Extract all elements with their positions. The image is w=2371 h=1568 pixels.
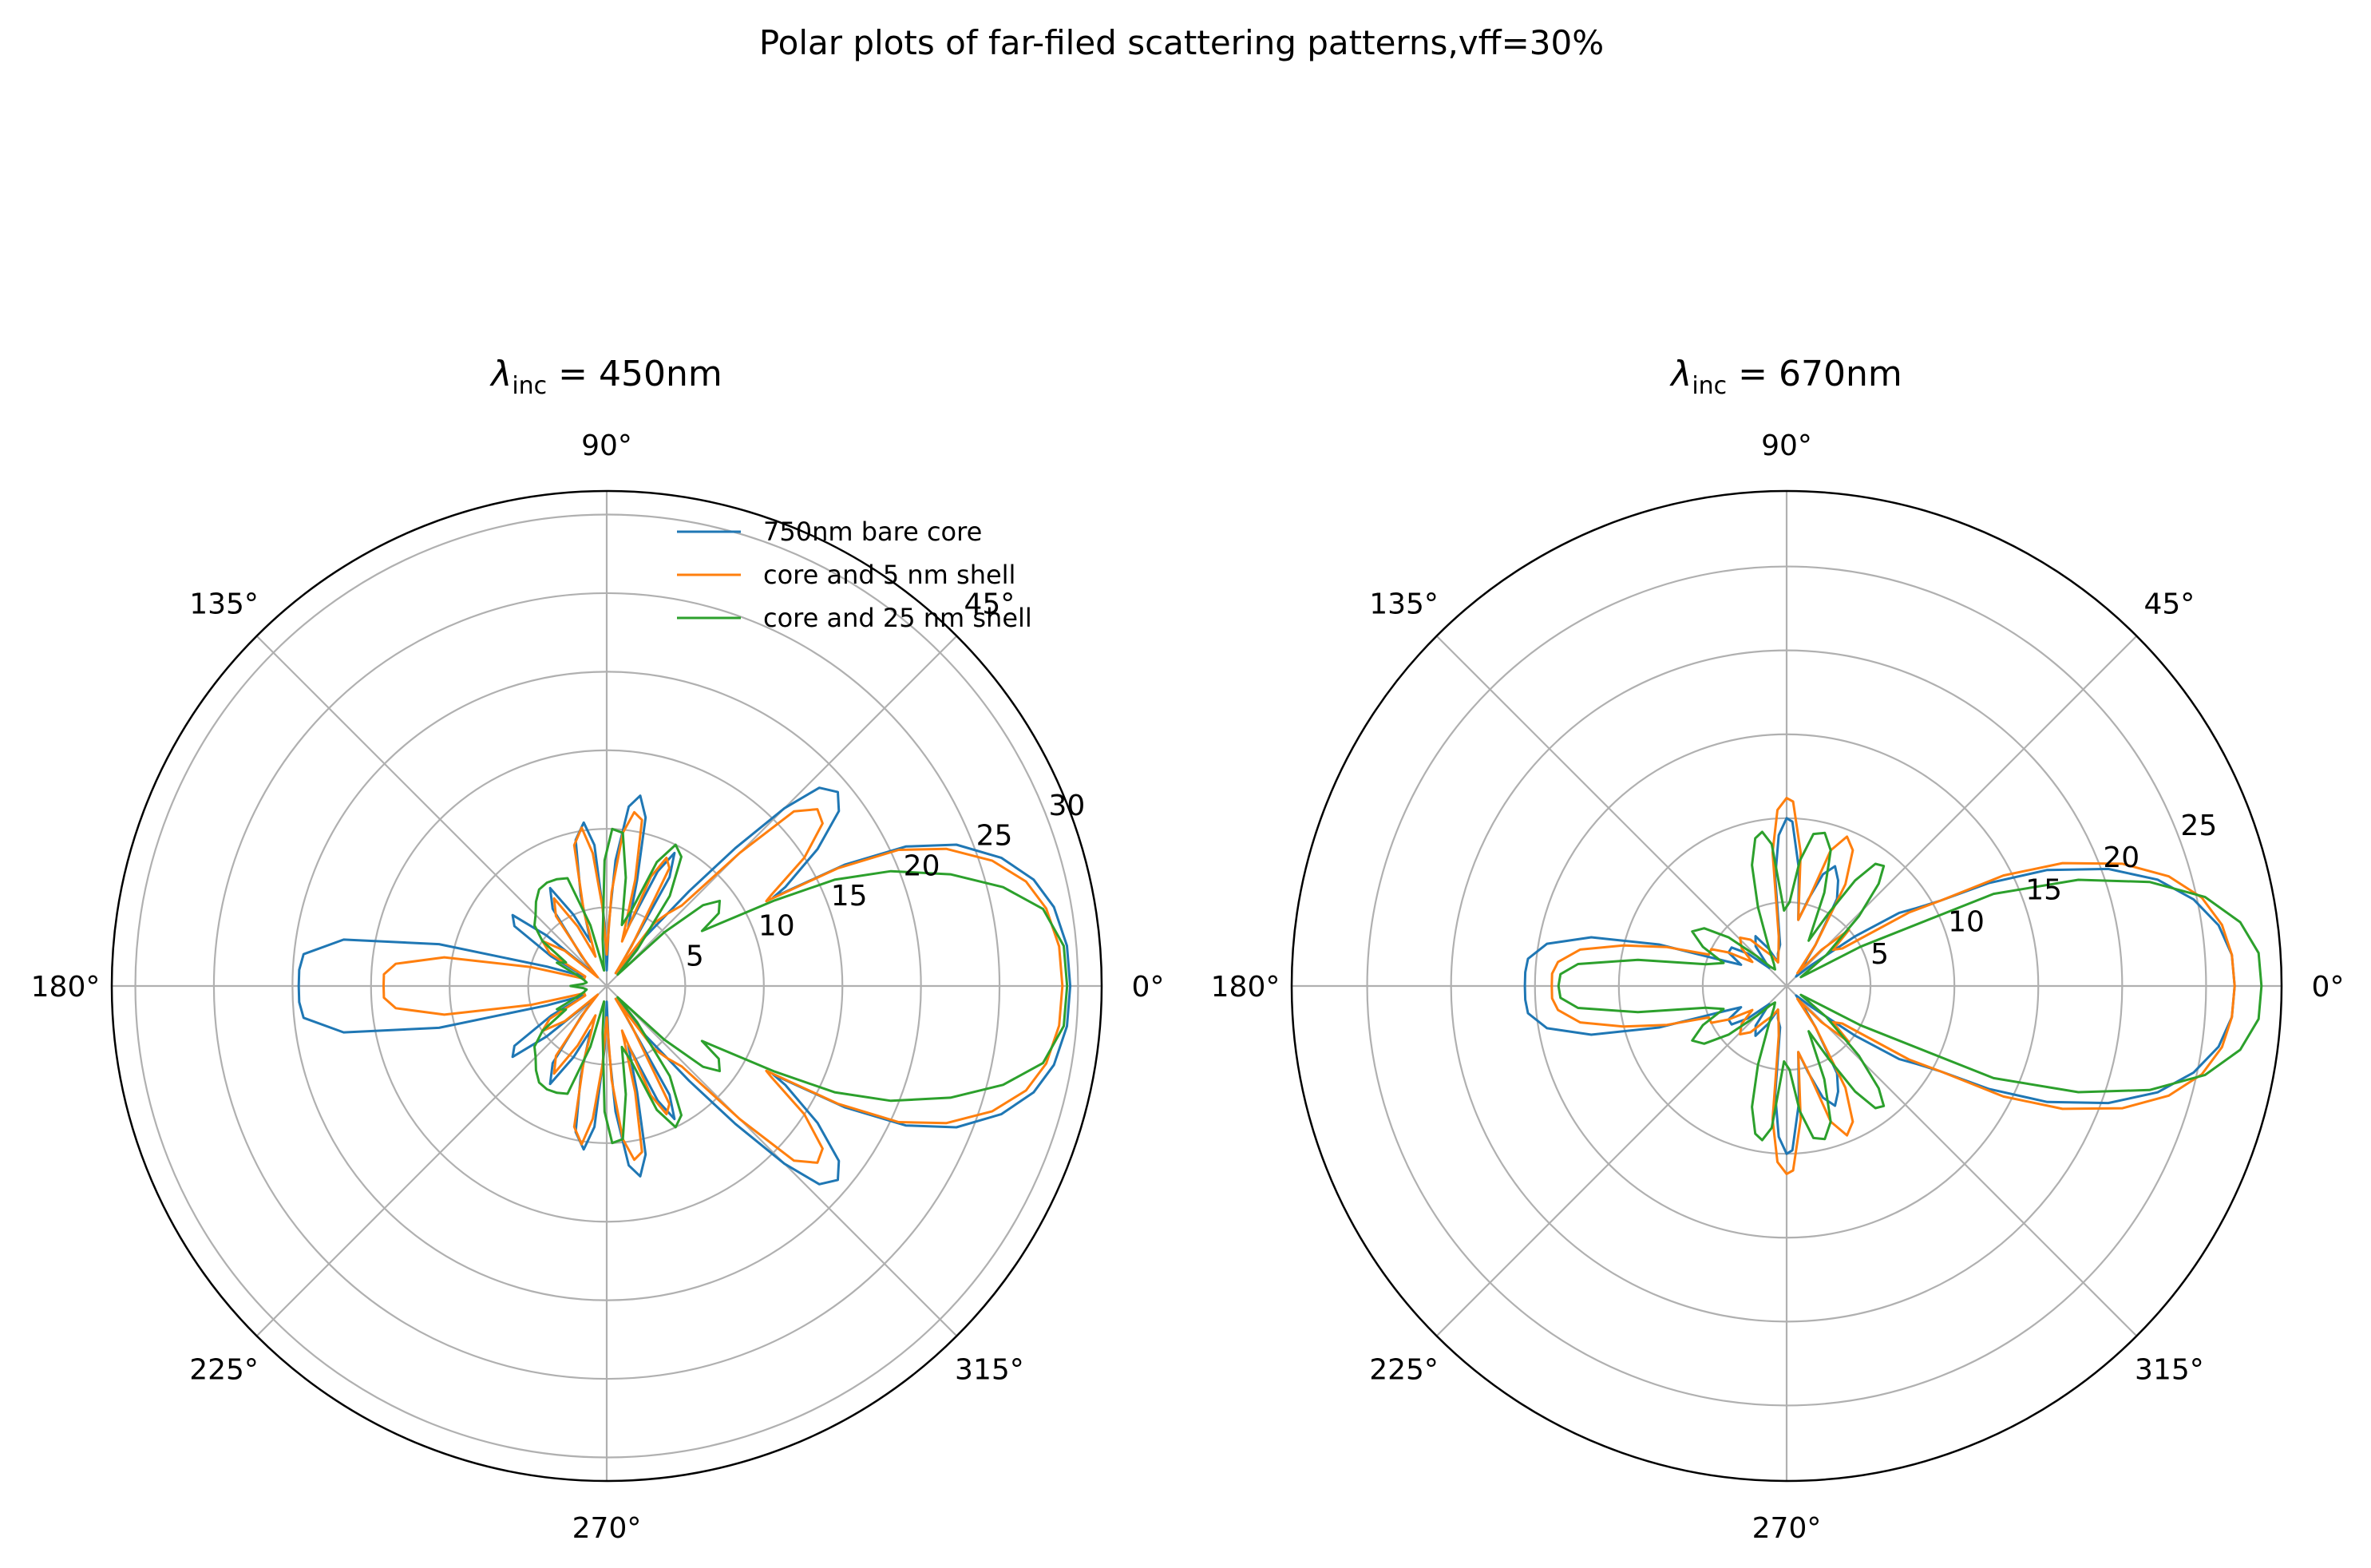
theta-tick-label: 90° [1761,430,1812,462]
polar-frame [110,489,1103,1483]
angular-gridline [1435,635,1787,987]
theta-tick-label: 135° [189,588,259,621]
panel-2-title-symbol: λ [1669,354,1692,394]
theta-tick-label: 180° [31,971,101,1004]
series-line-core-and-25-nm-shell [1557,830,2263,1142]
radial-tick-label: 25 [2180,810,2217,842]
radial-tick-label: 15 [831,880,868,913]
theta-tick-label: 0° [1132,971,1165,1004]
theta-tick-label: 135° [1369,588,1439,621]
figure-title: Polar plots of far-filed scattering patt… [759,23,1604,62]
panel-2-title: λinc = 670nm [1669,354,1902,400]
angular-gridline [1786,985,2138,1337]
radial-tick-label: 15 [2025,873,2062,906]
theta-tick-label: 45° [2144,588,2195,621]
panel-1-title-symbol: λ [489,354,512,394]
radial-tick-label: 10 [1948,906,1985,939]
legend-label: 750nm bare core [763,517,982,547]
theta-tick-label: 270° [572,1512,642,1545]
panel-2-title-value: = 670nm [1727,354,1902,394]
panel-1-title: λinc = 450nm [489,354,722,400]
theta-tick-label: 315° [2135,1353,2204,1386]
panel-1-title-subscript: inc [512,372,547,400]
angular-gridline [1786,635,2138,987]
panel-1-title-value: = 450nm [547,354,722,394]
series-line-core-and-5-nm-shell [382,808,1064,1164]
radial-tick-label: 5 [686,940,704,972]
polar-plot-670nm: 0° 45° 90° 135° 180° 225° 270° 315° 5 10 15 20 25 [1211,430,2345,1545]
legend-label: core and 5 nm shell [763,560,1015,590]
panel-2-title-subscript: inc [1692,372,1727,400]
series-line-core-and-25-nm-shell [533,827,1069,1145]
radial-tick-label: 25 [976,820,1013,853]
radial-tick-label: 10 [758,910,795,943]
radial-tick-label: 20 [2103,841,2139,874]
theta-tick-label: 90° [581,430,632,462]
theta-tick-label: 45° [964,588,1015,621]
angular-gridline [255,985,608,1337]
polar-frame [1290,489,2283,1483]
theta-tick-label: 0° [2312,971,2345,1004]
theta-tick-label: 180° [1211,971,1280,1004]
radial-tick-label: 20 [904,849,940,882]
theta-tick-label: 315° [955,1353,1024,1386]
angular-gridline [1435,985,1787,1337]
theta-tick-label: 270° [1752,1512,1822,1545]
angular-gridline [255,635,608,987]
series-line-core-and-5-nm-shell [1550,797,2236,1175]
theta-tick-label: 225° [189,1353,259,1386]
legend-label: core and 25 nm shell [763,603,1032,633]
radial-tick-label: 5 [1870,938,1889,971]
theta-tick-label: 225° [1369,1353,1439,1386]
legend: 750nm bare core core and 5 nm shell core a… [677,517,1032,633]
polar-plot-450nm: 0° 45° 90° 135° 180° 225° 270° 315° 5 10 15 20 25 30 [31,430,1165,1545]
radial-tick-label: 30 [1049,790,1086,822]
